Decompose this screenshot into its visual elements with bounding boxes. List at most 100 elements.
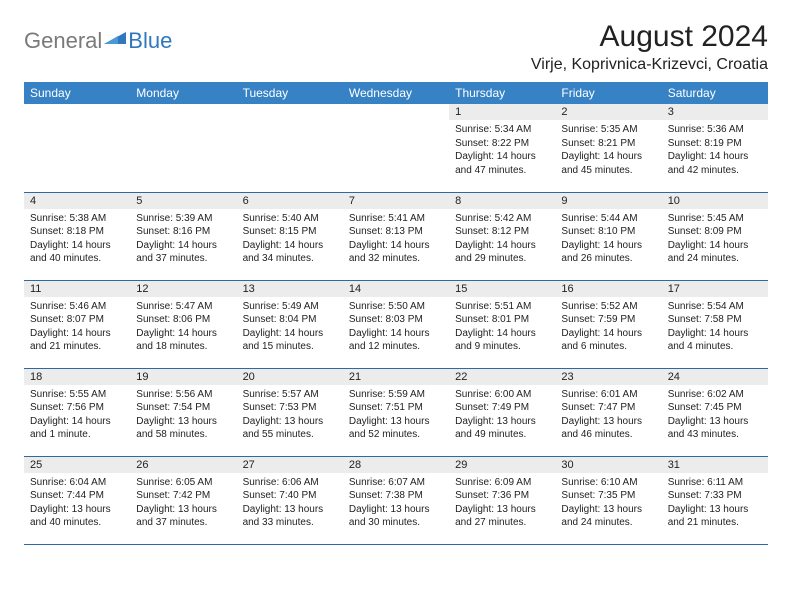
calendar-page: General Blue August 2024 Virje, Koprivni… [0,0,792,565]
sunrise-text: Sunrise: 5:39 AM [136,212,230,226]
daylight-text: Daylight: 14 hours and 47 minutes. [455,150,549,177]
calendar-cell: 11Sunrise: 5:46 AMSunset: 8:07 PMDayligh… [24,280,130,368]
sunset-text: Sunset: 7:36 PM [455,489,549,503]
sunrise-text: Sunrise: 5:42 AM [455,212,549,226]
sunrise-text: Sunrise: 5:54 AM [668,300,762,314]
calendar-cell: 13Sunrise: 5:49 AMSunset: 8:04 PMDayligh… [237,280,343,368]
day-details: Sunrise: 5:54 AMSunset: 7:58 PMDaylight:… [662,297,768,358]
sunset-text: Sunset: 8:10 PM [561,225,655,239]
sunrise-text: Sunrise: 5:55 AM [30,388,124,402]
day-number: 14 [343,281,449,297]
daylight-text: Daylight: 13 hours and 43 minutes. [668,415,762,442]
sunrise-text: Sunrise: 5:41 AM [349,212,443,226]
calendar-cell [24,104,130,192]
calendar-cell: 18Sunrise: 5:55 AMSunset: 7:56 PMDayligh… [24,368,130,456]
calendar-table: Sunday Monday Tuesday Wednesday Thursday… [24,82,768,545]
day-number [343,104,449,108]
sunrise-text: Sunrise: 5:35 AM [561,123,655,137]
day-number: 2 [555,104,661,120]
day-number: 9 [555,193,661,209]
day-details: Sunrise: 6:04 AMSunset: 7:44 PMDaylight:… [24,473,130,534]
day-details: Sunrise: 5:56 AMSunset: 7:54 PMDaylight:… [130,385,236,446]
sunrise-text: Sunrise: 5:36 AM [668,123,762,137]
day-details: Sunrise: 5:49 AMSunset: 8:04 PMDaylight:… [237,297,343,358]
daylight-text: Daylight: 13 hours and 33 minutes. [243,503,337,530]
daylight-text: Daylight: 13 hours and 24 minutes. [561,503,655,530]
sunrise-text: Sunrise: 5:40 AM [243,212,337,226]
calendar-cell: 25Sunrise: 6:04 AMSunset: 7:44 PMDayligh… [24,456,130,544]
day-number: 17 [662,281,768,297]
sunrise-text: Sunrise: 6:09 AM [455,476,549,490]
day-details: Sunrise: 5:40 AMSunset: 8:15 PMDaylight:… [237,209,343,270]
title-block: August 2024 Virje, Koprivnica-Krizevci, … [531,20,768,74]
calendar-cell: 24Sunrise: 6:02 AMSunset: 7:45 PMDayligh… [662,368,768,456]
location: Virje, Koprivnica-Krizevci, Croatia [531,56,768,74]
sunrise-text: Sunrise: 6:11 AM [668,476,762,490]
sunset-text: Sunset: 7:51 PM [349,401,443,415]
sunset-text: Sunset: 7:42 PM [136,489,230,503]
day-details: Sunrise: 5:34 AMSunset: 8:22 PMDaylight:… [449,120,555,181]
sunrise-text: Sunrise: 5:47 AM [136,300,230,314]
calendar-cell: 27Sunrise: 6:06 AMSunset: 7:40 PMDayligh… [237,456,343,544]
daylight-text: Daylight: 14 hours and 26 minutes. [561,239,655,266]
calendar-cell: 23Sunrise: 6:01 AMSunset: 7:47 PMDayligh… [555,368,661,456]
day-details: Sunrise: 6:07 AMSunset: 7:38 PMDaylight:… [343,473,449,534]
day-header: Thursday [449,82,555,104]
sunset-text: Sunset: 7:33 PM [668,489,762,503]
header: General Blue August 2024 Virje, Koprivni… [24,20,768,74]
sunset-text: Sunset: 8:21 PM [561,137,655,151]
logo-text-general: General [24,28,102,54]
calendar-cell: 16Sunrise: 5:52 AMSunset: 7:59 PMDayligh… [555,280,661,368]
day-details: Sunrise: 5:35 AMSunset: 8:21 PMDaylight:… [555,120,661,181]
sunset-text: Sunset: 8:09 PM [668,225,762,239]
day-number: 31 [662,457,768,473]
sunrise-text: Sunrise: 6:05 AM [136,476,230,490]
day-number: 19 [130,369,236,385]
sunrise-text: Sunrise: 6:07 AM [349,476,443,490]
daylight-text: Daylight: 14 hours and 37 minutes. [136,239,230,266]
calendar-week-row: 4Sunrise: 5:38 AMSunset: 8:18 PMDaylight… [24,192,768,280]
sunset-text: Sunset: 8:19 PM [668,137,762,151]
sunrise-text: Sunrise: 5:45 AM [668,212,762,226]
sunset-text: Sunset: 8:13 PM [349,225,443,239]
daylight-text: Daylight: 13 hours and 40 minutes. [30,503,124,530]
sunrise-text: Sunrise: 5:50 AM [349,300,443,314]
sunrise-text: Sunrise: 5:49 AM [243,300,337,314]
daylight-text: Daylight: 14 hours and 9 minutes. [455,327,549,354]
sunrise-text: Sunrise: 5:59 AM [349,388,443,402]
day-details: Sunrise: 6:01 AMSunset: 7:47 PMDaylight:… [555,385,661,446]
sunset-text: Sunset: 8:18 PM [30,225,124,239]
day-number: 11 [24,281,130,297]
sunrise-text: Sunrise: 5:34 AM [455,123,549,137]
day-details: Sunrise: 5:36 AMSunset: 8:19 PMDaylight:… [662,120,768,181]
day-details: Sunrise: 6:10 AMSunset: 7:35 PMDaylight:… [555,473,661,534]
day-number: 7 [343,193,449,209]
daylight-text: Daylight: 13 hours and 27 minutes. [455,503,549,530]
sunrise-text: Sunrise: 6:04 AM [30,476,124,490]
sunrise-text: Sunrise: 5:57 AM [243,388,337,402]
day-details: Sunrise: 5:39 AMSunset: 8:16 PMDaylight:… [130,209,236,270]
sunset-text: Sunset: 7:56 PM [30,401,124,415]
sunset-text: Sunset: 7:45 PM [668,401,762,415]
daylight-text: Daylight: 14 hours and 12 minutes. [349,327,443,354]
day-details: Sunrise: 5:52 AMSunset: 7:59 PMDaylight:… [555,297,661,358]
day-number: 8 [449,193,555,209]
day-number: 16 [555,281,661,297]
calendar-week-row: 25Sunrise: 6:04 AMSunset: 7:44 PMDayligh… [24,456,768,544]
daylight-text: Daylight: 13 hours and 52 minutes. [349,415,443,442]
sunset-text: Sunset: 8:03 PM [349,313,443,327]
sunrise-text: Sunrise: 6:02 AM [668,388,762,402]
day-details: Sunrise: 5:55 AMSunset: 7:56 PMDaylight:… [24,385,130,446]
calendar-cell: 8Sunrise: 5:42 AMSunset: 8:12 PMDaylight… [449,192,555,280]
calendar-cell: 7Sunrise: 5:41 AMSunset: 8:13 PMDaylight… [343,192,449,280]
sunset-text: Sunset: 7:53 PM [243,401,337,415]
calendar-cell: 22Sunrise: 6:00 AMSunset: 7:49 PMDayligh… [449,368,555,456]
sunrise-text: Sunrise: 5:51 AM [455,300,549,314]
day-number [130,104,236,108]
sunset-text: Sunset: 7:40 PM [243,489,337,503]
day-number: 30 [555,457,661,473]
daylight-text: Daylight: 13 hours and 58 minutes. [136,415,230,442]
sunset-text: Sunset: 7:49 PM [455,401,549,415]
daylight-text: Daylight: 14 hours and 42 minutes. [668,150,762,177]
sunset-text: Sunset: 8:01 PM [455,313,549,327]
